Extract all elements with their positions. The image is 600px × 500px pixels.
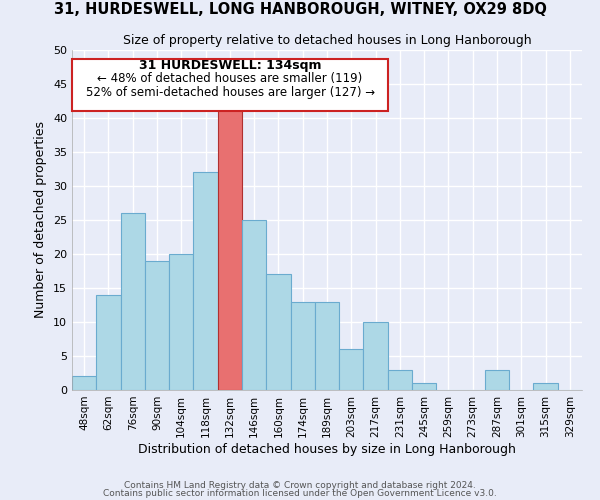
Bar — [266, 274, 290, 390]
Bar — [315, 302, 339, 390]
Bar — [364, 322, 388, 390]
Bar — [412, 383, 436, 390]
FancyBboxPatch shape — [72, 58, 388, 111]
Bar — [169, 254, 193, 390]
Title: Size of property relative to detached houses in Long Hanborough: Size of property relative to detached ho… — [122, 34, 532, 48]
Bar — [242, 220, 266, 390]
Text: Contains public sector information licensed under the Open Government Licence v3: Contains public sector information licen… — [103, 488, 497, 498]
Text: 31 HURDESWELL: 134sqm: 31 HURDESWELL: 134sqm — [139, 58, 322, 71]
Text: 52% of semi-detached houses are larger (127) →: 52% of semi-detached houses are larger (… — [86, 86, 374, 100]
Text: 31, HURDESWELL, LONG HANBOROUGH, WITNEY, OX29 8DQ: 31, HURDESWELL, LONG HANBOROUGH, WITNEY,… — [53, 2, 547, 18]
Y-axis label: Number of detached properties: Number of detached properties — [34, 122, 47, 318]
Bar — [193, 172, 218, 390]
Text: Contains HM Land Registry data © Crown copyright and database right 2024.: Contains HM Land Registry data © Crown c… — [124, 481, 476, 490]
Bar — [218, 104, 242, 390]
Bar — [72, 376, 96, 390]
Text: ← 48% of detached houses are smaller (119): ← 48% of detached houses are smaller (11… — [97, 72, 363, 85]
Bar — [121, 213, 145, 390]
Bar — [96, 295, 121, 390]
Bar — [485, 370, 509, 390]
Bar — [290, 302, 315, 390]
Bar — [145, 261, 169, 390]
Bar — [533, 383, 558, 390]
Bar — [388, 370, 412, 390]
X-axis label: Distribution of detached houses by size in Long Hanborough: Distribution of detached houses by size … — [138, 442, 516, 456]
Bar — [339, 349, 364, 390]
